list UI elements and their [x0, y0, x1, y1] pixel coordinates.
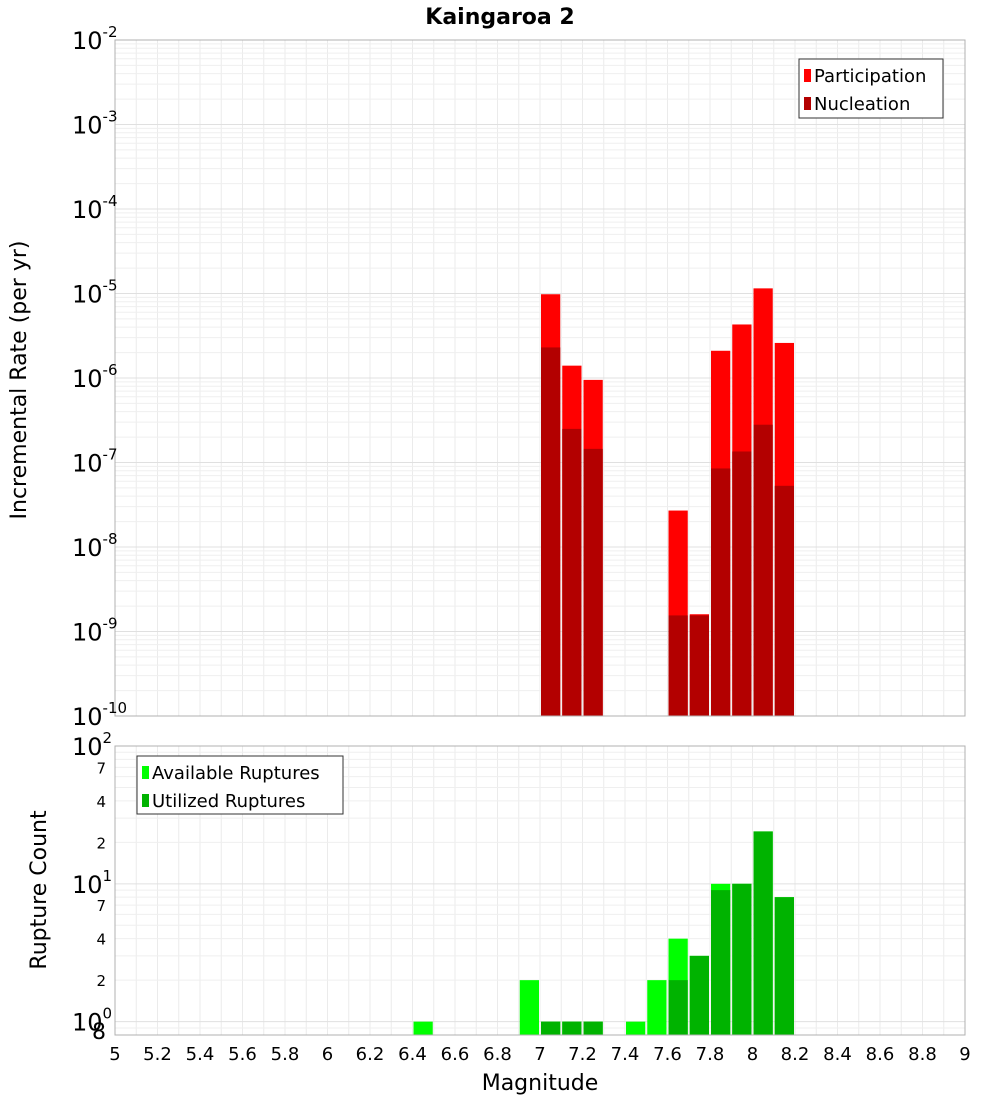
top-plot-frame: [114, 39, 966, 717]
bottom-y-axis-label: Rupture Count: [27, 810, 52, 970]
bottom-legend-swatch: [142, 794, 149, 807]
x-tick-label: 5.2: [143, 1044, 172, 1065]
bottom-y-tick-minor: 2: [96, 834, 106, 852]
top-bar-nucleation: [711, 468, 731, 716]
x-ticks: 5 5.2 5.4 5.6 5.8 6 6.2 6.4 6.6 6.8 7 7.2 7.4 7.6 7.8 8…: [109, 1044, 970, 1065]
bottom-bar-utilized-ruptures: [732, 883, 752, 1035]
bottom-plot-frame: [114, 745, 966, 1036]
top-y-tick-label: 10-4: [72, 192, 118, 224]
bottom-y-tick-minor: 8: [92, 1020, 106, 1045]
x-axis-label: Magnitude: [482, 1071, 599, 1096]
top-bars: [541, 288, 794, 716]
bottom-legend: Available Ruptures Utilized Ruptures: [136, 755, 344, 815]
top-y-tick-label: 10-9: [72, 615, 118, 647]
top-y-tick-label: 10-8: [72, 530, 118, 562]
x-tick-label: 6: [322, 1044, 333, 1065]
x-tick-label: 6.2: [356, 1044, 385, 1065]
x-tick-label: 8: [747, 1044, 758, 1065]
bottom-y-tick-minor: 7: [96, 759, 106, 777]
top-bar-nucleation: [732, 451, 752, 716]
x-tick-label: 5.4: [186, 1044, 215, 1065]
top-legend: Participation Nucleation: [798, 58, 944, 119]
x-tick-label: 8.4: [823, 1044, 852, 1065]
x-tick-label: 8.8: [908, 1044, 937, 1065]
bottom-bar-utilized-ruptures: [668, 980, 688, 1035]
top-y-tick-label: 10-5: [72, 277, 118, 309]
x-tick-label: 6.8: [483, 1044, 512, 1065]
top-panel: [114, 39, 966, 717]
x-tick-label: 6.6: [441, 1044, 470, 1065]
bottom-bar-available-ruptures: [413, 1021, 433, 1035]
bottom-y-tick-minor: 7: [96, 897, 106, 915]
bottom-bar-utilized-ruptures: [562, 1021, 582, 1035]
top-legend-label: Nucleation: [814, 94, 910, 115]
top-bar-nucleation: [753, 424, 773, 716]
bottom-y-tick-minor: 2: [96, 972, 106, 990]
top-bar-nucleation: [583, 448, 603, 716]
top-legend-box: [798, 58, 944, 119]
bottom-y-tick-major: 101: [72, 867, 112, 899]
x-tick-label: 9: [959, 1044, 970, 1065]
bottom-y-tick-minor: 4: [96, 793, 106, 811]
bottom-legend-label: Utilized Ruptures: [152, 791, 305, 812]
top-y-tick-label: 10-6: [72, 361, 118, 393]
bottom-legend-label: Available Ruptures: [152, 763, 320, 784]
bottom-bar-utilized-ruptures: [711, 890, 731, 1035]
x-tick-label: 7.4: [611, 1044, 640, 1065]
x-tick-label: 7.6: [653, 1044, 682, 1065]
top-bar-nucleation: [541, 347, 561, 716]
top-bar-nucleation: [668, 615, 688, 716]
x-tick-label: 8.6: [866, 1044, 895, 1065]
x-tick-label: 7.2: [568, 1044, 597, 1065]
bottom-y-tick-major: 100: [72, 1005, 112, 1037]
x-tick-label: 7: [534, 1044, 545, 1065]
top-bar-nucleation: [774, 485, 794, 716]
top-y-axis-label: Incremental Rate (per yr): [7, 241, 32, 520]
top-y-tick-label: 10-3: [72, 108, 118, 140]
top-bar-nucleation: [562, 428, 582, 716]
bottom-bar-available-ruptures: [647, 980, 667, 1035]
top-y-tick-label: 10-10: [72, 699, 127, 731]
bottom-bar-utilized-ruptures: [689, 955, 709, 1035]
bottom-y-ticks: 100 101 102 8 2 4 7 2 4 7: [72, 729, 112, 1045]
x-tick-label: 5.8: [271, 1044, 300, 1065]
top-y-tick-label: 10-7: [72, 446, 118, 478]
bottom-bar-utilized-ruptures: [774, 897, 794, 1035]
bottom-bar-available-ruptures: [519, 980, 539, 1035]
bottom-legend-box: [136, 755, 344, 815]
chart-title: Kaingaroa 2: [425, 5, 574, 30]
bottom-bars: [413, 831, 794, 1035]
top-grid: [114, 39, 966, 717]
top-bar-nucleation: [689, 615, 709, 716]
top-y-ticks: 10-10 10-9 10-8 10-7 10-6 10-5 10-4 10-3 10-2: [72, 23, 127, 731]
bottom-bar-utilized-ruptures: [753, 831, 773, 1035]
bottom-y-tick-major: 102: [72, 729, 112, 761]
x-tick-label: 5: [109, 1044, 120, 1065]
top-legend-label: Participation: [814, 66, 926, 87]
bottom-y-tick-minor: 4: [96, 931, 106, 949]
bottom-bar-utilized-ruptures: [541, 1021, 561, 1035]
x-tick-label: 8.2: [781, 1044, 810, 1065]
bottom-bar-utilized-ruptures: [583, 1021, 603, 1035]
x-tick-label: 6.4: [398, 1044, 427, 1065]
bottom-legend-swatch: [142, 766, 149, 779]
top-y-tick-label: 10-2: [72, 23, 118, 55]
top-legend-swatch: [804, 97, 811, 110]
bottom-bar-available-ruptures: [626, 1021, 646, 1035]
x-tick-label: 5.6: [228, 1044, 257, 1065]
top-legend-swatch: [804, 69, 811, 82]
x-tick-label: 7.8: [696, 1044, 725, 1065]
